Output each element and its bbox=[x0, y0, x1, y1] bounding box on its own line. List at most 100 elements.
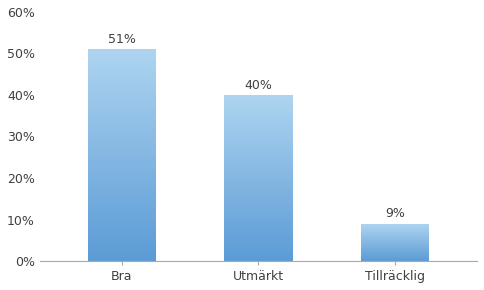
Bar bbox=[88, 208, 156, 210]
Bar bbox=[224, 126, 293, 128]
Bar bbox=[224, 166, 293, 168]
Bar bbox=[88, 128, 156, 130]
Bar bbox=[88, 54, 156, 56]
Bar bbox=[224, 224, 293, 226]
Bar bbox=[224, 220, 293, 221]
Bar bbox=[224, 243, 293, 244]
Bar bbox=[224, 185, 293, 186]
Bar bbox=[224, 151, 293, 153]
Bar bbox=[361, 256, 429, 257]
Bar bbox=[88, 214, 156, 217]
Bar bbox=[88, 121, 156, 124]
Bar bbox=[88, 126, 156, 128]
Bar bbox=[224, 241, 293, 243]
Bar bbox=[88, 212, 156, 214]
Bar bbox=[224, 231, 293, 233]
Bar bbox=[88, 85, 156, 87]
Bar bbox=[88, 170, 156, 172]
Bar bbox=[224, 240, 293, 241]
Bar bbox=[88, 49, 156, 51]
Bar bbox=[88, 140, 156, 142]
Bar bbox=[224, 188, 293, 190]
Bar bbox=[88, 185, 156, 187]
Bar bbox=[88, 193, 156, 195]
Bar bbox=[361, 236, 429, 237]
Bar bbox=[224, 218, 293, 220]
Bar bbox=[88, 160, 156, 162]
Bar bbox=[361, 252, 429, 253]
Bar bbox=[88, 174, 156, 176]
Bar bbox=[224, 183, 293, 185]
Bar bbox=[361, 249, 429, 250]
Bar bbox=[88, 229, 156, 231]
Bar bbox=[361, 257, 429, 258]
Bar bbox=[224, 105, 293, 107]
Bar bbox=[224, 198, 293, 200]
Bar bbox=[224, 145, 293, 146]
Bar bbox=[224, 170, 293, 171]
Bar bbox=[361, 250, 429, 251]
Bar bbox=[224, 107, 293, 108]
Bar bbox=[88, 157, 156, 160]
Bar bbox=[88, 231, 156, 233]
Bar bbox=[88, 106, 156, 108]
Bar bbox=[88, 58, 156, 60]
Text: 40%: 40% bbox=[244, 79, 272, 92]
Bar bbox=[88, 253, 156, 255]
Bar bbox=[88, 72, 156, 75]
Bar bbox=[224, 195, 293, 196]
Bar bbox=[88, 96, 156, 98]
Bar bbox=[88, 219, 156, 221]
Bar bbox=[361, 229, 429, 230]
Bar bbox=[224, 259, 293, 261]
Bar bbox=[224, 171, 293, 173]
Bar bbox=[88, 172, 156, 174]
Bar bbox=[224, 244, 293, 246]
Bar bbox=[88, 81, 156, 83]
Bar bbox=[224, 190, 293, 191]
Bar bbox=[224, 208, 293, 210]
Bar bbox=[88, 233, 156, 235]
Bar bbox=[361, 227, 429, 228]
Bar bbox=[361, 224, 429, 225]
Bar bbox=[361, 226, 429, 227]
Bar bbox=[224, 180, 293, 181]
Bar bbox=[361, 239, 429, 240]
Bar bbox=[224, 251, 293, 253]
Bar bbox=[361, 260, 429, 261]
Bar bbox=[88, 117, 156, 119]
Bar bbox=[224, 130, 293, 131]
Bar bbox=[88, 124, 156, 126]
Bar bbox=[88, 77, 156, 79]
Bar bbox=[224, 158, 293, 160]
Bar bbox=[224, 175, 293, 176]
Bar bbox=[361, 240, 429, 241]
Bar bbox=[88, 87, 156, 90]
Bar bbox=[361, 237, 429, 238]
Bar bbox=[224, 201, 293, 203]
Bar bbox=[224, 138, 293, 140]
Bar bbox=[224, 200, 293, 201]
Bar bbox=[224, 181, 293, 183]
Bar bbox=[361, 253, 429, 254]
Bar bbox=[361, 241, 429, 242]
Bar bbox=[88, 155, 156, 157]
Bar bbox=[88, 217, 156, 219]
Bar bbox=[224, 148, 293, 150]
Bar bbox=[224, 191, 293, 193]
Bar bbox=[224, 248, 293, 249]
Bar bbox=[224, 115, 293, 117]
Bar bbox=[88, 62, 156, 64]
Bar bbox=[88, 210, 156, 212]
Bar bbox=[88, 257, 156, 259]
Bar bbox=[88, 92, 156, 94]
Bar bbox=[88, 138, 156, 140]
Bar bbox=[224, 223, 293, 224]
Bar bbox=[88, 195, 156, 197]
Bar bbox=[88, 255, 156, 257]
Bar bbox=[88, 189, 156, 191]
Bar bbox=[224, 142, 293, 143]
Bar bbox=[88, 113, 156, 115]
Bar bbox=[224, 186, 293, 188]
Bar bbox=[88, 147, 156, 149]
